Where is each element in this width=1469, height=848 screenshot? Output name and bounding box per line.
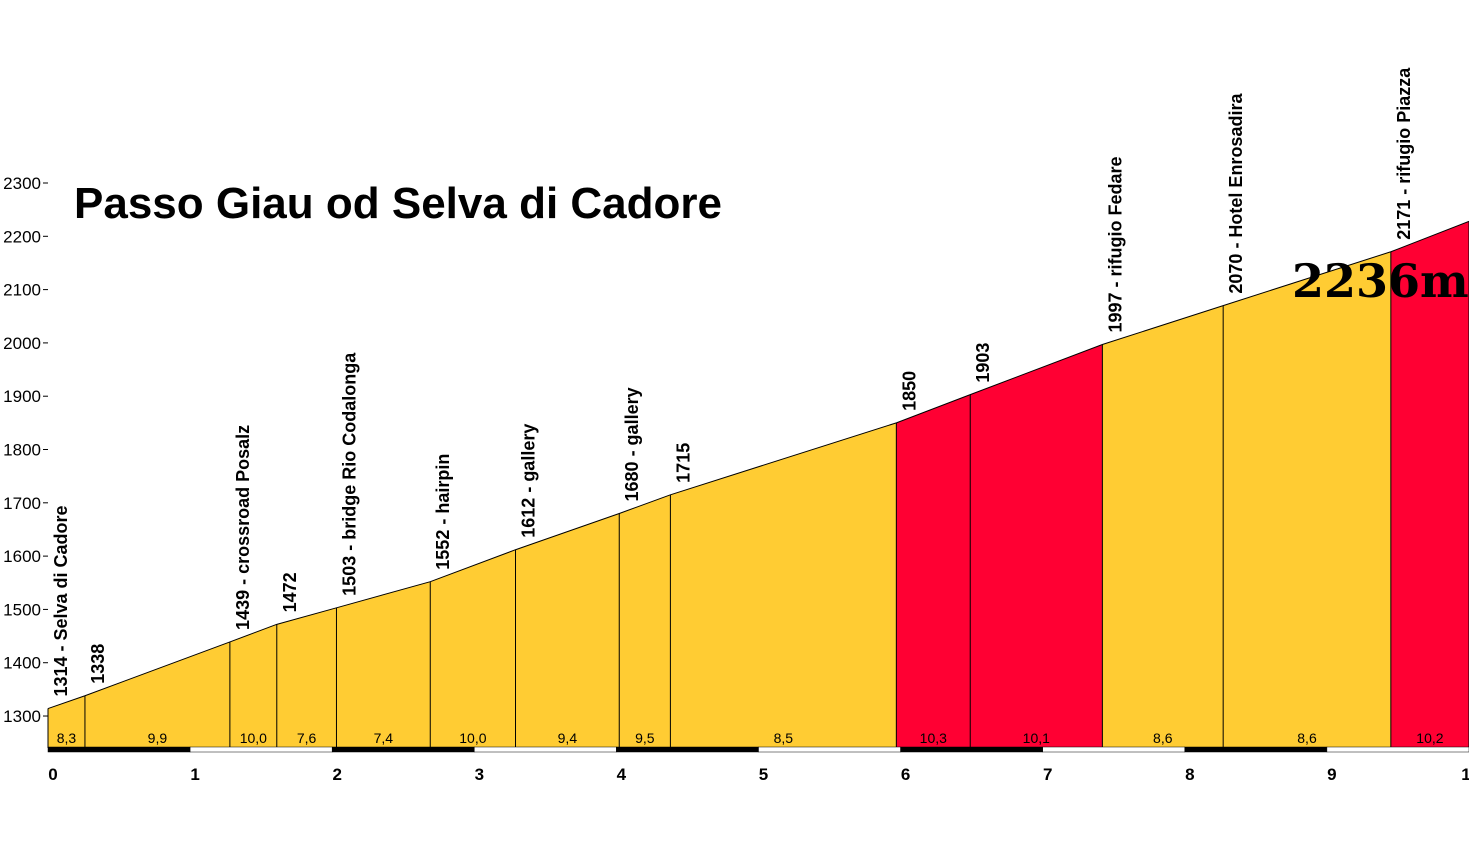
waypoint-label: 2070 - Hotel Enrosadira — [1226, 93, 1246, 294]
y-tick-label: 2000 — [3, 334, 41, 353]
y-axis-ticks: 1300 1400 1500 1600 1700 1800 1900 2000 2100 2200… — [3, 174, 48, 726]
summit-altitude-label: 2236m — [1292, 254, 1469, 308]
waypoint-label: 1903 — [973, 343, 993, 383]
profile-segment-6 — [430, 549, 516, 748]
gradient-label: 8,6 — [1153, 730, 1173, 746]
profile-segment-12 — [1102, 305, 1224, 748]
y-tick-label: 1700 — [3, 494, 41, 513]
gradient-label: 9,9 — [148, 730, 168, 746]
waypoint-label: 1552 - hairpin — [433, 454, 453, 570]
scale-bar-km-4 — [616, 746, 759, 753]
x-axis-ticks: 0 1 2 3 4 5 6 7 8 9 1 — [48, 765, 1469, 784]
gradient-label: 10,2 — [1416, 730, 1443, 746]
scale-bar-km-6 — [900, 746, 1043, 753]
waypoint-label: 1503 - bridge Rio Codalonga — [339, 352, 359, 596]
waypoint-label: 1850 — [899, 371, 919, 411]
gradient-label: 10,0 — [459, 730, 486, 746]
profile-segment-9 — [670, 422, 897, 748]
scale-bar-km-5 — [758, 746, 901, 753]
gradient-label: 9,5 — [635, 730, 655, 746]
gradient-label: 8,5 — [774, 730, 794, 746]
waypoint-label: 1715 — [673, 443, 693, 483]
gradient-label: 10,0 — [240, 730, 267, 746]
gradient-label: 10,3 — [920, 730, 947, 746]
y-tick-label: 1800 — [3, 441, 41, 460]
gradient-label: 10,1 — [1023, 730, 1050, 746]
profile-segment-1 — [48, 695, 85, 748]
gradient-label: 8,3 — [57, 730, 77, 746]
gradient-label: 8,6 — [1297, 730, 1317, 746]
profile-segment-7 — [515, 513, 620, 748]
y-tick-label: 1400 — [3, 654, 41, 673]
x-tick-label: 1 — [1461, 765, 1469, 784]
y-tick-label: 1500 — [3, 600, 41, 619]
profile-segment-2 — [84, 641, 230, 748]
y-tick-label: 2300 — [3, 174, 41, 193]
distance-scale-bar — [47, 746, 1469, 753]
y-tick-label: 1600 — [3, 547, 41, 566]
y-tick-label: 2100 — [3, 281, 41, 300]
profile-segment-3 — [229, 624, 277, 748]
scale-bar-km-2 — [331, 746, 475, 753]
y-tick-label: 1300 — [3, 707, 41, 726]
waypoint-label: 1338 — [88, 644, 108, 684]
x-tick-label: 9 — [1327, 765, 1336, 784]
profile-segment-13 — [1223, 251, 1391, 748]
x-tick-label: 2 — [332, 765, 341, 784]
waypoint-labels: 1314 - Selva di Cadore 1338 1439 - crossro… — [51, 67, 1414, 697]
profile-segment-10 — [896, 394, 971, 748]
waypoint-label: 1472 — [280, 572, 300, 612]
waypoint-label: 1612 - gallery — [519, 424, 539, 538]
x-tick-label: 7 — [1043, 765, 1052, 784]
scale-bar-km-8 — [1184, 746, 1328, 753]
y-tick-label: 1900 — [3, 387, 41, 406]
x-tick-label: 3 — [475, 765, 484, 784]
x-tick-label: 6 — [901, 765, 910, 784]
x-tick-label: 0 — [48, 765, 57, 784]
profile-segment-14 — [1390, 221, 1469, 748]
profile-segment-11 — [970, 344, 1103, 748]
waypoint-label: 1680 - gallery — [622, 387, 642, 501]
x-tick-label: 4 — [617, 765, 627, 784]
scale-bar-km-1 — [189, 746, 333, 753]
waypoint-label: 2171 - rifugio Piazza — [1394, 67, 1414, 240]
segment-separator-layer — [47, 221, 1469, 748]
y-tick-label: 2200 — [3, 227, 41, 246]
chart-title: Passo Giau od Selva di Cadore — [74, 179, 722, 228]
gradient-label: 7,6 — [297, 730, 317, 746]
profile-segment-8 — [619, 494, 671, 748]
x-tick-label: 5 — [759, 765, 768, 784]
gradient-labels: 8,3 9,9 10,0 7,6 7,4 10,0 9,4 9,5 8,5 10,3 10,1 8,6… — [57, 730, 1444, 746]
profile-segment-4 — [276, 607, 337, 748]
scale-bar-km-9 — [1326, 746, 1469, 753]
profile-segment-5 — [336, 581, 431, 748]
scale-bar-km-0 — [47, 746, 191, 753]
profile-area-layer — [47, 220, 1469, 748]
waypoint-label: 1314 - Selva di Cadore — [51, 505, 71, 696]
waypoint-label: 1439 - crossroad Posalz — [233, 425, 253, 630]
scale-bar-km-7 — [1042, 746, 1186, 753]
gradient-label: 9,4 — [558, 730, 578, 746]
x-tick-label: 8 — [1185, 765, 1194, 784]
x-tick-label: 1 — [190, 765, 199, 784]
waypoint-label: 1997 - rifugio Fedare — [1105, 156, 1125, 332]
scale-bar-km-3 — [474, 746, 617, 753]
gradient-label: 7,4 — [374, 730, 394, 746]
